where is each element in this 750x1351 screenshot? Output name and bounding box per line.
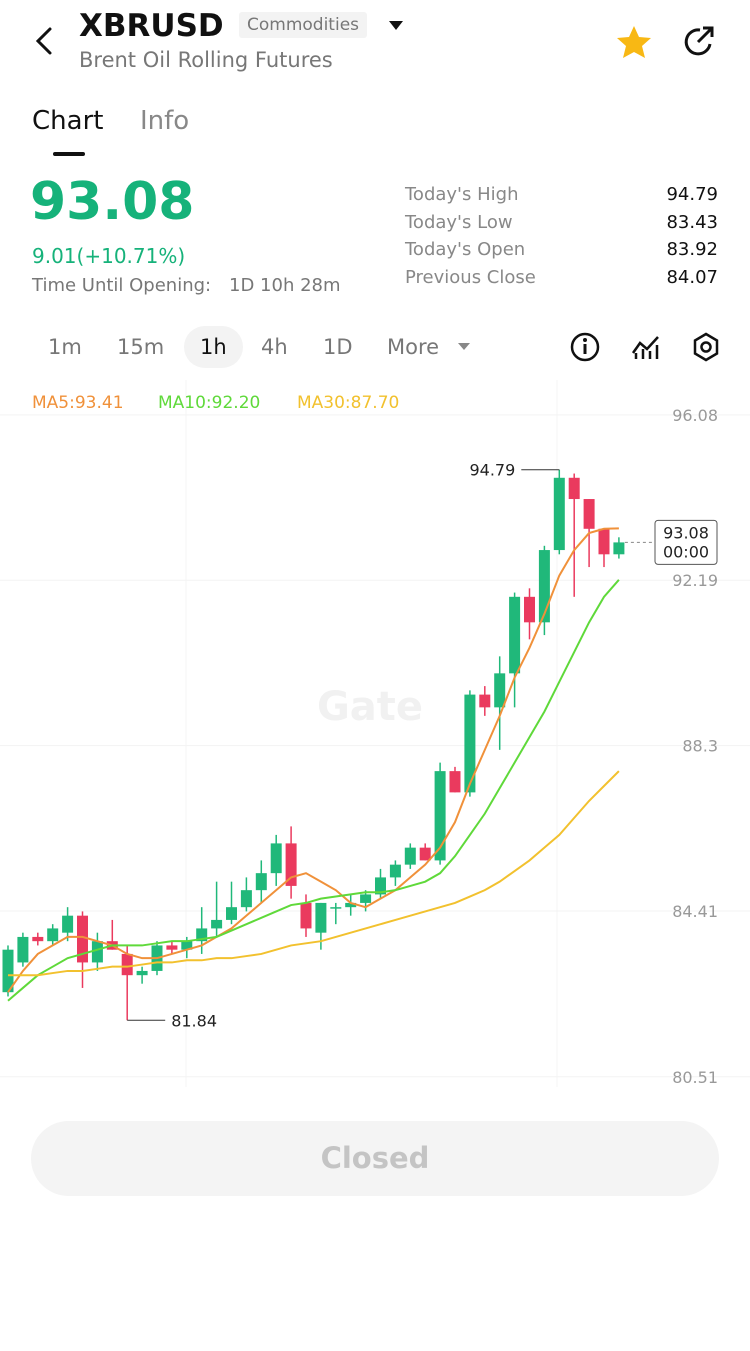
category-tag[interactable]: Commodities (239, 12, 368, 38)
y-tick-label: 80.51 (672, 1068, 718, 1087)
candle-body (285, 843, 297, 886)
candle-body (375, 877, 386, 895)
candle-body (2, 949, 14, 993)
candle-body (330, 907, 342, 909)
candle-body (270, 843, 282, 874)
timeframe[interactable]: More (387, 335, 440, 359)
last-price: 93.08 (30, 172, 195, 232)
y-tick-label: 84.41 (672, 902, 718, 921)
candle-body (419, 847, 431, 861)
tab-indicator (53, 152, 85, 156)
candle-body (17, 936, 29, 963)
candle-body (568, 477, 580, 500)
candle-body (553, 477, 565, 551)
candle-body (211, 919, 223, 929)
timeframe[interactable]: 4h (261, 335, 288, 359)
more-arrow[interactable] (457, 342, 471, 352)
min-label: 81.84 (171, 1011, 217, 1030)
candle-body (449, 771, 461, 793)
stat-label: Today's Open (405, 239, 526, 260)
last-price-box (654, 519, 718, 565)
candle-body (181, 941, 193, 950)
last-price-label: 93.08 (663, 523, 709, 542)
info-icon[interactable] (569, 331, 601, 363)
candle-body (62, 915, 74, 933)
ma-line (7, 579, 620, 1002)
candle-body (226, 907, 237, 920)
tab-chart[interactable]: Chart (32, 106, 104, 136)
candle-body (538, 550, 550, 623)
candle-body (315, 902, 327, 933)
candle-body (121, 953, 133, 976)
legend-entry: MA5:93.41 (32, 393, 124, 413)
stat-value: 83.92 (666, 239, 718, 260)
candle-body (360, 894, 372, 903)
stat-label: Today's High (405, 184, 519, 205)
opening-value: 1D 10h 28m (229, 275, 341, 296)
candle-body (345, 902, 357, 908)
share-button[interactable] (682, 24, 720, 60)
opening-label: Time Until Opening: (32, 275, 212, 296)
candle-body (434, 771, 446, 861)
candlestick-chart: 96.08 92.19 88.3 84.41 80.51 Gate MA5:93.41 MA1… (0, 380, 750, 1087)
candle-body (300, 902, 312, 929)
candle-body (255, 873, 267, 891)
stat-label: Today's Low (405, 211, 513, 233)
candle-body (583, 499, 595, 529)
legend-entry: MA30:87.70 (297, 393, 399, 413)
candle-body (32, 936, 44, 942)
candle-body (240, 890, 252, 908)
dropdown-arrow[interactable] (388, 20, 404, 32)
candle-body (166, 945, 178, 950)
ma-line (7, 527, 619, 993)
candle-body (196, 928, 208, 942)
timeframe[interactable]: 1m (48, 335, 82, 359)
stat-label: Previous Close (405, 266, 536, 288)
closed-button: Closed (31, 1121, 719, 1196)
subtitle: Brent Oil Rolling Futures (79, 48, 333, 72)
ma-line (8, 770, 620, 977)
y-tick-label: 88.3 (682, 737, 718, 756)
stat-value: 84.07 (666, 266, 718, 288)
countdown-label: 00:00 (663, 542, 709, 561)
indicator-icon[interactable] (630, 331, 662, 363)
candle-body (613, 542, 625, 555)
candle-body (464, 694, 476, 793)
max-label: 94.79 (469, 461, 515, 480)
candle-body (91, 941, 103, 963)
candle-body (404, 847, 416, 865)
watermark: Gate (317, 684, 423, 730)
stat-value: 94.79 (666, 184, 718, 205)
candle-body (524, 596, 535, 623)
timeframe[interactable]: 15m (117, 335, 165, 359)
y-tick-label: 96.08 (672, 406, 718, 425)
favorite-star[interactable] (614, 24, 654, 60)
timeframe[interactable]: 1D (323, 335, 353, 359)
candle-body (509, 596, 521, 674)
candle-body (479, 694, 491, 708)
candle-body (136, 970, 148, 976)
candle-body (47, 928, 59, 942)
y-tick-label: 92.19 (672, 571, 718, 590)
candle-body (77, 915, 88, 963)
tab-info[interactable]: Info (140, 106, 190, 136)
candle-body (494, 673, 506, 708)
stat-value: 83.43 (666, 211, 718, 233)
legend-entry: MA10:92.20 (158, 393, 260, 413)
timeframe[interactable]: 1h (184, 326, 243, 368)
candle-body (389, 864, 401, 878)
back-button[interactable] (30, 25, 58, 57)
price-change: 9.01(+10.71%) (32, 244, 186, 268)
symbol: XBRUSD (79, 8, 224, 44)
candle-body (598, 528, 610, 555)
settings-icon[interactable] (690, 331, 722, 363)
